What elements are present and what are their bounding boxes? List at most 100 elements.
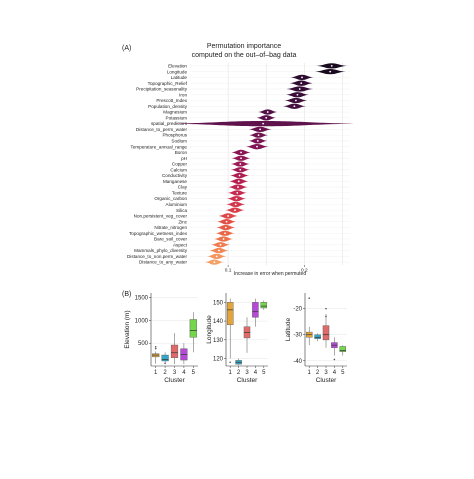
- y-tick-label: -20: [293, 307, 302, 313]
- y-axis-title: Longitude: [206, 315, 213, 344]
- box: [252, 302, 259, 318]
- violin-median: [295, 99, 297, 102]
- variable-label: Magnesium: [163, 110, 187, 115]
- variable-label: Sodium: [171, 139, 187, 144]
- variable-label: Clay: [178, 185, 188, 190]
- x-tick-label: 5: [262, 370, 266, 376]
- violin-median: [262, 122, 265, 125]
- violin-median: [236, 191, 239, 194]
- variable-label: Manganese: [163, 179, 187, 184]
- violin-median: [301, 76, 303, 79]
- violin-median: [239, 168, 242, 171]
- outlier-point: [325, 315, 327, 318]
- x-tick-label: 0.1: [225, 268, 232, 274]
- x-tick-label: 0.2: [301, 268, 308, 274]
- variable-label: Precipitation_seasonality: [136, 87, 188, 92]
- variable-label: Prescott_Index: [156, 98, 187, 103]
- variable-label: Distance_to_non.perm_water: [127, 254, 187, 259]
- y-tick-label: 500: [138, 341, 149, 347]
- box: [226, 302, 234, 326]
- variable-label: Longitude: [167, 69, 188, 74]
- y-tick-label: -30: [293, 333, 302, 339]
- y-tick-label: -40: [293, 359, 302, 365]
- box: [189, 319, 197, 338]
- x-tick-label: 3: [324, 370, 328, 376]
- variable-label: Non.persistent_veg_cover: [134, 214, 188, 219]
- violin-median: [256, 140, 259, 142]
- variable-label: Silica: [176, 208, 187, 213]
- variable-label: Conductivity: [162, 173, 188, 178]
- variable-label: Latitude: [171, 75, 188, 80]
- variable-label: Copper: [172, 162, 188, 167]
- x-tick-label: 3: [173, 370, 177, 376]
- violin-median: [298, 88, 301, 90]
- y-tick-label: 1500: [135, 296, 149, 302]
- variable-label: Nitrate_nitrogen: [154, 225, 187, 230]
- violin-median: [296, 93, 299, 96]
- x-tick-label: 5: [341, 370, 345, 376]
- variable-label: Phosphorus: [162, 133, 187, 138]
- x-tick-label: 4: [333, 370, 337, 376]
- violin-median: [240, 151, 242, 154]
- variable-label: Topographic_Relief: [148, 81, 188, 86]
- y-axis-title: Latitude: [285, 318, 292, 342]
- outlier-point: [333, 358, 336, 361]
- variable-label: Texture: [172, 190, 188, 195]
- violin-median: [234, 203, 237, 206]
- box: [339, 346, 347, 352]
- violin-median: [240, 157, 242, 160]
- box: [170, 344, 179, 358]
- x-tick-label: 2: [163, 370, 167, 376]
- panel-a-label: (A): [122, 45, 131, 52]
- violin-median: [257, 134, 260, 137]
- variable-label: Distance_to_any_water: [139, 260, 187, 265]
- x-tick-label: 5: [192, 370, 196, 376]
- variable-label: Topographic_wetness_index: [129, 231, 188, 236]
- violin-median: [238, 174, 241, 177]
- y-tick-label: 130: [213, 338, 224, 344]
- violin-median: [218, 249, 220, 252]
- violin-median: [265, 116, 268, 119]
- variable-label: Population_density: [148, 104, 188, 109]
- violin-median: [293, 105, 296, 108]
- variable-label: Calcium: [170, 167, 187, 172]
- panel-a-title-line1: Permutation importance: [207, 43, 281, 50]
- outlier-point: [164, 362, 166, 365]
- outlier-point: [154, 346, 157, 348]
- x-tick-label: 2: [316, 370, 320, 376]
- y-tick-label: 120: [213, 357, 224, 363]
- x-tick-label: 4: [254, 370, 258, 376]
- violin-median: [330, 64, 333, 67]
- variable-label: Boron: [175, 150, 188, 155]
- boxplot-latitude: -20 -30 -40 1 2 3 4 5 Cluster Latitude: [285, 293, 347, 384]
- violin-median: [256, 145, 258, 148]
- y-tick-label: 140: [213, 319, 224, 325]
- violin-median: [300, 82, 303, 85]
- violin-median: [224, 226, 227, 229]
- x-tick-label: 3: [245, 370, 249, 376]
- panel-a-title-line2: computed on the out–of–bag data: [192, 52, 297, 59]
- box: [260, 302, 268, 309]
- violin-median: [239, 163, 242, 165]
- x-tick-label: 1: [154, 370, 158, 376]
- violin-median: [227, 215, 229, 217]
- violin-median: [266, 111, 269, 113]
- violin-median: [329, 70, 332, 73]
- violin-median: [225, 220, 228, 223]
- variable-label: Aspect: [173, 242, 188, 247]
- outlier-point: [325, 307, 327, 310]
- variable-label: Organic_carbon: [154, 196, 187, 201]
- x-tick-label: 2: [237, 370, 241, 376]
- violin-plot: ElevationLongitudeLatitudeTopographic_Re…: [127, 63, 359, 274]
- y-axis-title: Elevation (m): [124, 310, 131, 348]
- panel-b-label: (B): [122, 291, 131, 298]
- outlier-point: [229, 361, 231, 364]
- violin-median: [215, 255, 218, 258]
- x-axis-title: Cluster: [164, 377, 185, 384]
- variable-label: Temperature_annual_range: [131, 144, 188, 149]
- boxplot-longitude: 120 130 140 150 1 2 3 4 5 Cluster Longitude: [206, 293, 268, 384]
- x-axis-title: Cluster: [237, 377, 258, 384]
- outlier-point: [308, 297, 311, 300]
